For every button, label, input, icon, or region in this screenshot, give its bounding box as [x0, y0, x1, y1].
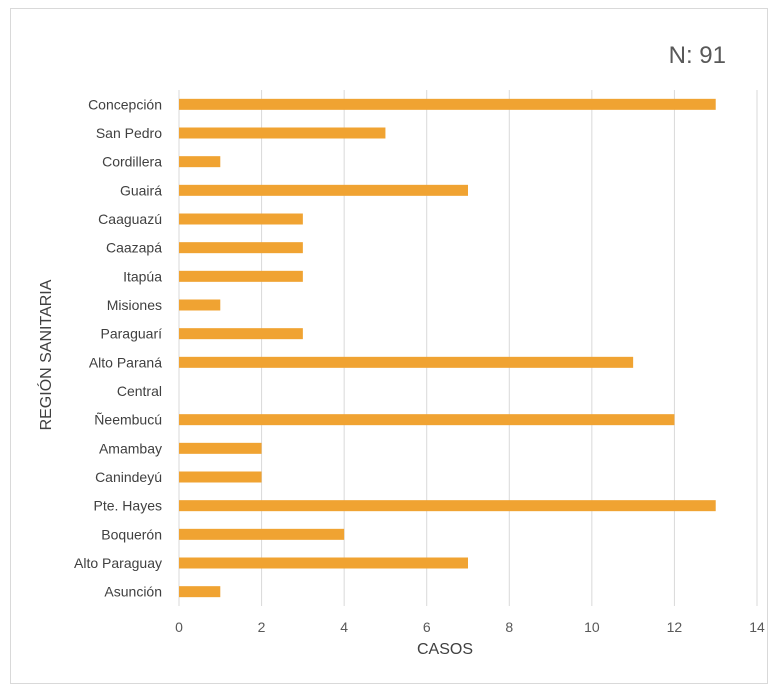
bar [179, 98, 716, 110]
x-tick-label: 8 [505, 619, 513, 635]
category-label: Caazapá [106, 240, 162, 256]
bar [179, 414, 675, 426]
category-label: Pte. Hayes [94, 498, 162, 514]
category-label: Alto Paraná [89, 354, 162, 370]
category-label: Alto Paraguay [74, 555, 162, 571]
x-tick-label: 6 [423, 619, 431, 635]
category-label: Concepción [88, 96, 162, 112]
bar [179, 127, 386, 139]
x-tick-label: 4 [340, 619, 348, 635]
bar [179, 184, 468, 196]
chart-frame [10, 8, 768, 684]
bar [179, 471, 262, 483]
gridlines [178, 90, 758, 606]
category-label: Boquerón [101, 526, 162, 542]
category-label: Paraguarí [101, 326, 163, 342]
category-label: San Pedro [96, 125, 162, 141]
category-label: Misiones [107, 297, 162, 313]
category-label: Canindeyú [95, 469, 162, 485]
bar [179, 156, 221, 168]
bar [179, 328, 303, 340]
bar [179, 500, 716, 512]
x-tick-label: 10 [584, 619, 600, 635]
category-labels: Concepción San Pedro Cordillera Guairá Caagu… [74, 96, 162, 599]
category-label: Itapúa [123, 268, 162, 284]
x-tick-label: 0 [175, 619, 183, 635]
category-label: Ñeembucú [94, 412, 162, 428]
category-label: Caaguazú [98, 211, 162, 227]
x-tick-label: 14 [749, 619, 765, 635]
bar [179, 242, 303, 254]
category-label: Asunción [104, 584, 162, 600]
y-axis-title: REGIÓN SANITARIA [36, 279, 55, 430]
category-label: Amambay [99, 440, 162, 456]
bar [179, 586, 221, 598]
category-label: Guairá [120, 182, 162, 198]
bar [179, 270, 303, 282]
x-tick-label: 12 [667, 619, 683, 635]
category-label: Central [117, 383, 162, 399]
bars [179, 98, 716, 598]
bar [179, 299, 221, 311]
bar [179, 442, 262, 454]
x-tick-labels: 0 2 4 6 8 10 12 14 [175, 619, 765, 635]
bar [179, 528, 345, 540]
x-tick-label: 2 [258, 619, 266, 635]
bar [179, 557, 468, 569]
bar [179, 213, 303, 225]
bar [179, 356, 634, 368]
x-axis-title: CASOS [417, 641, 473, 658]
sample-size-annotation: N: 91 [669, 42, 726, 69]
category-label: Cordillera [102, 154, 162, 170]
